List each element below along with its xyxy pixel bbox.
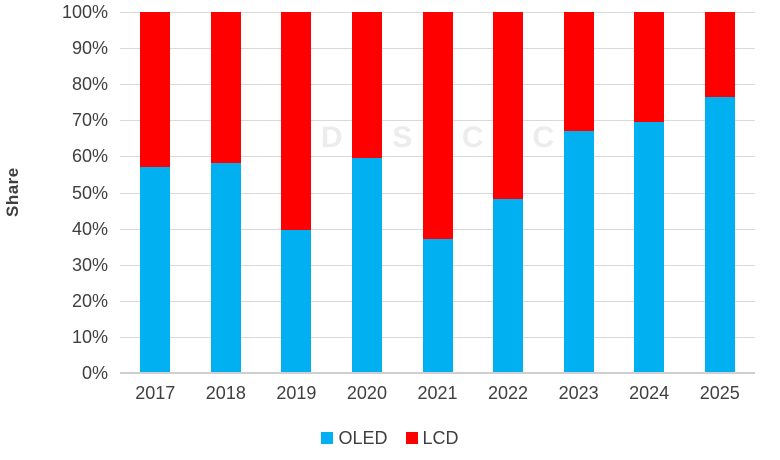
legend-item-oled: OLED	[321, 428, 388, 448]
y-tick-label: 70%	[71, 110, 108, 131]
x-tick-label: 2017	[135, 383, 176, 403]
x-tick-label: 2018	[205, 383, 246, 403]
y-tick-label: 0%	[81, 363, 108, 383]
y-axis: 0% 10% 20% 30% 40% 50% 60% 70% 80% 90% 100%	[0, 3, 108, 382]
bar-segment-lcd-2018	[210, 12, 241, 164]
bar-segment-lcd-2023	[563, 12, 594, 131]
bar-segment-lcd-2021	[422, 12, 453, 239]
x-tick-label: 2025	[699, 383, 740, 403]
y-tick-label: 60%	[71, 146, 108, 167]
bar-segment-lcd-2019	[281, 12, 312, 230]
bar-segment-lcd-2022	[493, 12, 524, 200]
legend-item-lcd: LCD	[405, 428, 459, 448]
bar-segment-lcd-2020	[351, 12, 382, 158]
watermark-letter: D	[320, 121, 343, 154]
legend-swatch-oled	[321, 432, 334, 444]
x-tick-label: 2024	[629, 383, 670, 403]
y-tick-label: 90%	[71, 38, 108, 59]
bar-stack-2025	[704, 12, 735, 372]
bar-stack-2024	[634, 12, 665, 372]
bar-stack-2023	[563, 12, 594, 372]
bar-segment-lcd-2017	[140, 12, 171, 167]
x-tick-label: 2022	[488, 383, 529, 403]
y-tick-label: 10%	[71, 326, 108, 347]
watermark-letter: C	[532, 121, 555, 154]
bar-segment-lcd-2025	[704, 12, 735, 97]
bar-stack-2017	[140, 12, 171, 372]
y-tick-label: 30%	[71, 254, 108, 275]
bar-stack-2020	[351, 12, 382, 372]
legend-label-lcd: LCD	[422, 428, 459, 448]
legend-label-oled: OLED	[338, 428, 388, 448]
x-tick-label: 2020	[346, 383, 387, 403]
bar-segment-oled-2022	[493, 199, 524, 372]
legend-swatch-lcd	[405, 432, 418, 444]
x-tick-label: 2019	[276, 383, 317, 403]
y-tick-label: 80%	[71, 74, 108, 95]
x-axis-line	[120, 372, 755, 374]
bar-stack-2022	[493, 12, 524, 372]
bar-segment-oled-2023	[563, 130, 594, 372]
bar-segment-oled-2020	[351, 157, 382, 372]
watermark-letter: C	[461, 121, 484, 154]
bar-segment-oled-2017	[140, 166, 171, 372]
bar-stack-2019	[281, 12, 312, 372]
bar-segment-oled-2025	[704, 96, 735, 372]
bar-segment-oled-2018	[210, 163, 241, 372]
y-tick-label: 20%	[71, 290, 108, 311]
y-tick-label: 100%	[61, 2, 108, 22]
x-axis: 2017 2018 2019 2020 2021 2022 2023 2024 2025	[0, 383, 780, 405]
y-tick-label: 50%	[71, 182, 108, 203]
bar-segment-oled-2021	[422, 238, 453, 372]
watermark-letter: S	[392, 121, 413, 154]
bar-segment-oled-2024	[634, 121, 665, 372]
x-tick-label: 2021	[417, 383, 458, 403]
x-tick-label: 2023	[558, 383, 599, 403]
bar-segment-lcd-2024	[634, 12, 665, 122]
bar-stack-2018	[210, 12, 241, 372]
y-tick-label: 40%	[71, 218, 108, 239]
legend: OLED LCD	[0, 427, 780, 449]
bar-segment-oled-2019	[281, 229, 312, 372]
bar-stack-2021	[422, 12, 453, 372]
